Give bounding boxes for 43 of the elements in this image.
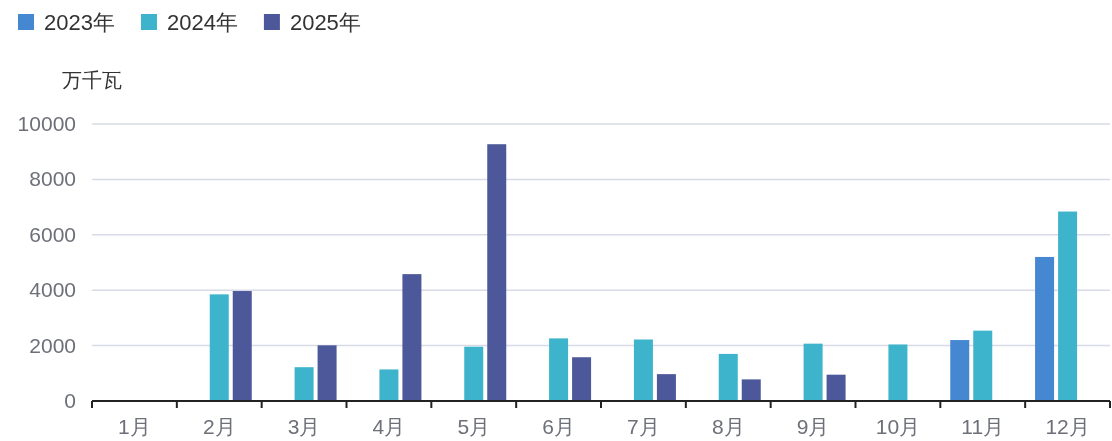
legend-label: 2025年 bbox=[289, 10, 361, 35]
y-axis-title: 万千瓦 bbox=[62, 69, 122, 91]
bar bbox=[888, 344, 908, 401]
x-tick-label: 2月 bbox=[202, 415, 236, 438]
bar bbox=[402, 274, 422, 401]
y-tick-label: 6000 bbox=[29, 222, 76, 246]
bar bbox=[803, 343, 823, 401]
bar bbox=[317, 345, 337, 401]
x-tick-label: 3月 bbox=[287, 415, 321, 438]
bar bbox=[572, 357, 592, 401]
bar bbox=[741, 379, 761, 401]
bar bbox=[633, 339, 653, 401]
y-tick-label: 8000 bbox=[29, 167, 76, 191]
x-tick-label: 5月 bbox=[457, 415, 491, 438]
x-tick-label: 11月 bbox=[961, 415, 1005, 438]
bar bbox=[950, 340, 970, 401]
x-tick-label: 7月 bbox=[627, 415, 660, 438]
x-tick-label: 10月 bbox=[875, 415, 921, 438]
bar bbox=[1058, 211, 1078, 401]
bar bbox=[379, 369, 399, 401]
x-tick-label: 12月 bbox=[1045, 415, 1090, 438]
y-tick-label: 4000 bbox=[29, 278, 76, 302]
x-tick-label: 4月 bbox=[372, 415, 406, 438]
bar bbox=[718, 353, 738, 401]
bar bbox=[973, 330, 993, 401]
bar bbox=[656, 374, 676, 401]
bar bbox=[826, 374, 846, 401]
bar bbox=[232, 291, 252, 401]
legend-label: 2023年 bbox=[44, 10, 115, 35]
x-tick-label: 1月 bbox=[118, 415, 151, 438]
x-tick-label: 9月 bbox=[796, 415, 830, 438]
bar bbox=[209, 294, 229, 401]
bar bbox=[487, 144, 507, 401]
bar bbox=[549, 338, 569, 401]
bar bbox=[464, 346, 484, 401]
legend-label: 2024年 bbox=[166, 10, 238, 35]
bar bbox=[1035, 256, 1055, 401]
x-tick-label: 6月 bbox=[542, 415, 575, 438]
y-tick-label: 2000 bbox=[29, 333, 76, 357]
x-tick-label: 8月 bbox=[711, 415, 745, 438]
y-tick-label: 10000 bbox=[17, 112, 76, 135]
y-tick-label: 0 bbox=[64, 389, 76, 412]
bar bbox=[294, 367, 314, 401]
